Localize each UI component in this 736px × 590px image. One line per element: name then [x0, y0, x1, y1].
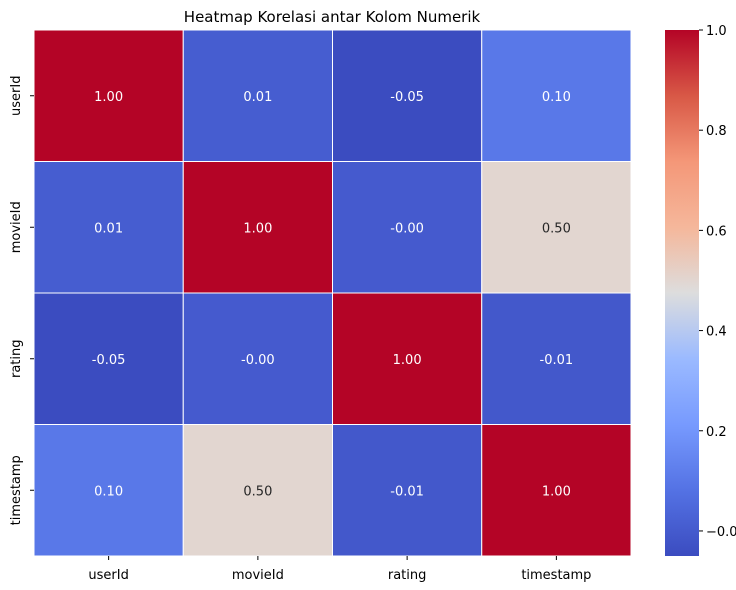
x-axis: userId movieId rating timestamp — [88, 556, 591, 583]
cell-label-3-1: 0.50 — [243, 484, 272, 499]
chart-title: Heatmap Korelasi antar Kolom Numerik — [184, 8, 481, 26]
colorbar-tick-label-5: 1.0 — [706, 24, 727, 39]
y-tick-label-2: rating — [9, 339, 24, 378]
cell-label-0-2: -0.05 — [390, 90, 424, 105]
cell-label-3-2: -0.01 — [390, 484, 424, 499]
heatmap-cell-3-1 — [182, 424, 333, 557]
cell-label-1-0: 0.01 — [94, 221, 123, 236]
x-tick-label-3: timestamp — [521, 568, 591, 583]
cell-label-0-3: 0.10 — [542, 90, 571, 105]
heatmap-cell-2-3 — [481, 292, 632, 425]
x-tick-label-0: userId — [88, 568, 128, 583]
cell-label-1-1: 1.00 — [243, 221, 272, 236]
colorbar-tick-label-2: 0.4 — [706, 325, 727, 340]
cell-label-3-3: 1.00 — [542, 484, 571, 499]
y-tick-label-0: userId — [9, 76, 24, 116]
cell-label-1-3: 0.50 — [542, 221, 571, 236]
heatmap-cell-1-0 — [33, 161, 184, 294]
heatmap-cells: 1.00 0.01 -0.05 0.10 0.01 1.00 -0.00 0.50 -0.05 -… — [33, 29, 632, 557]
cell-label-1-2: -0.00 — [390, 221, 424, 236]
cell-label-3-0: 0.10 — [94, 484, 123, 499]
colorbar-tick-label-3: 0.6 — [706, 224, 727, 239]
x-tick-label-1: movieId — [232, 568, 284, 583]
cell-label-0-1: 0.01 — [243, 90, 272, 105]
heatmap-cell-0-3 — [481, 29, 632, 162]
heatmap-cell-0-2 — [332, 29, 483, 162]
heatmap-cell-0-0 — [33, 29, 184, 162]
y-tick-label-1: movieId — [9, 201, 24, 253]
cell-label-2-1: -0.00 — [241, 353, 275, 368]
cell-label-0-0: 1.00 — [94, 90, 123, 105]
y-tick-label-3: timestamp — [9, 455, 24, 525]
cell-label-2-2: 1.00 — [393, 353, 422, 368]
heatmap-cell-1-3 — [481, 161, 632, 294]
cell-label-2-0: -0.05 — [92, 353, 126, 368]
colorbar-tick-label-0: −0.0 — [706, 525, 736, 540]
colorbar-tick-label-1: 0.2 — [706, 425, 727, 440]
heatmap-cell-1-1 — [182, 161, 333, 294]
colorbar-tick-label-4: 0.8 — [706, 124, 727, 139]
y-axis: userId movieId rating timestamp — [9, 76, 34, 525]
cell-label-2-3: -0.01 — [540, 353, 574, 368]
heatmap-cell-3-2 — [332, 424, 483, 557]
heatmap-cell-0-1 — [182, 29, 333, 162]
heatmap-cell-3-0 — [33, 424, 184, 557]
heatmap-cell-3-3 — [481, 424, 632, 557]
colorbar: −0.0 0.2 0.4 0.6 0.8 1.0 — [665, 24, 736, 556]
heatmap-cell-2-1 — [182, 292, 333, 425]
colorbar-gradient — [665, 30, 699, 556]
x-tick-label-2: rating — [388, 568, 427, 583]
